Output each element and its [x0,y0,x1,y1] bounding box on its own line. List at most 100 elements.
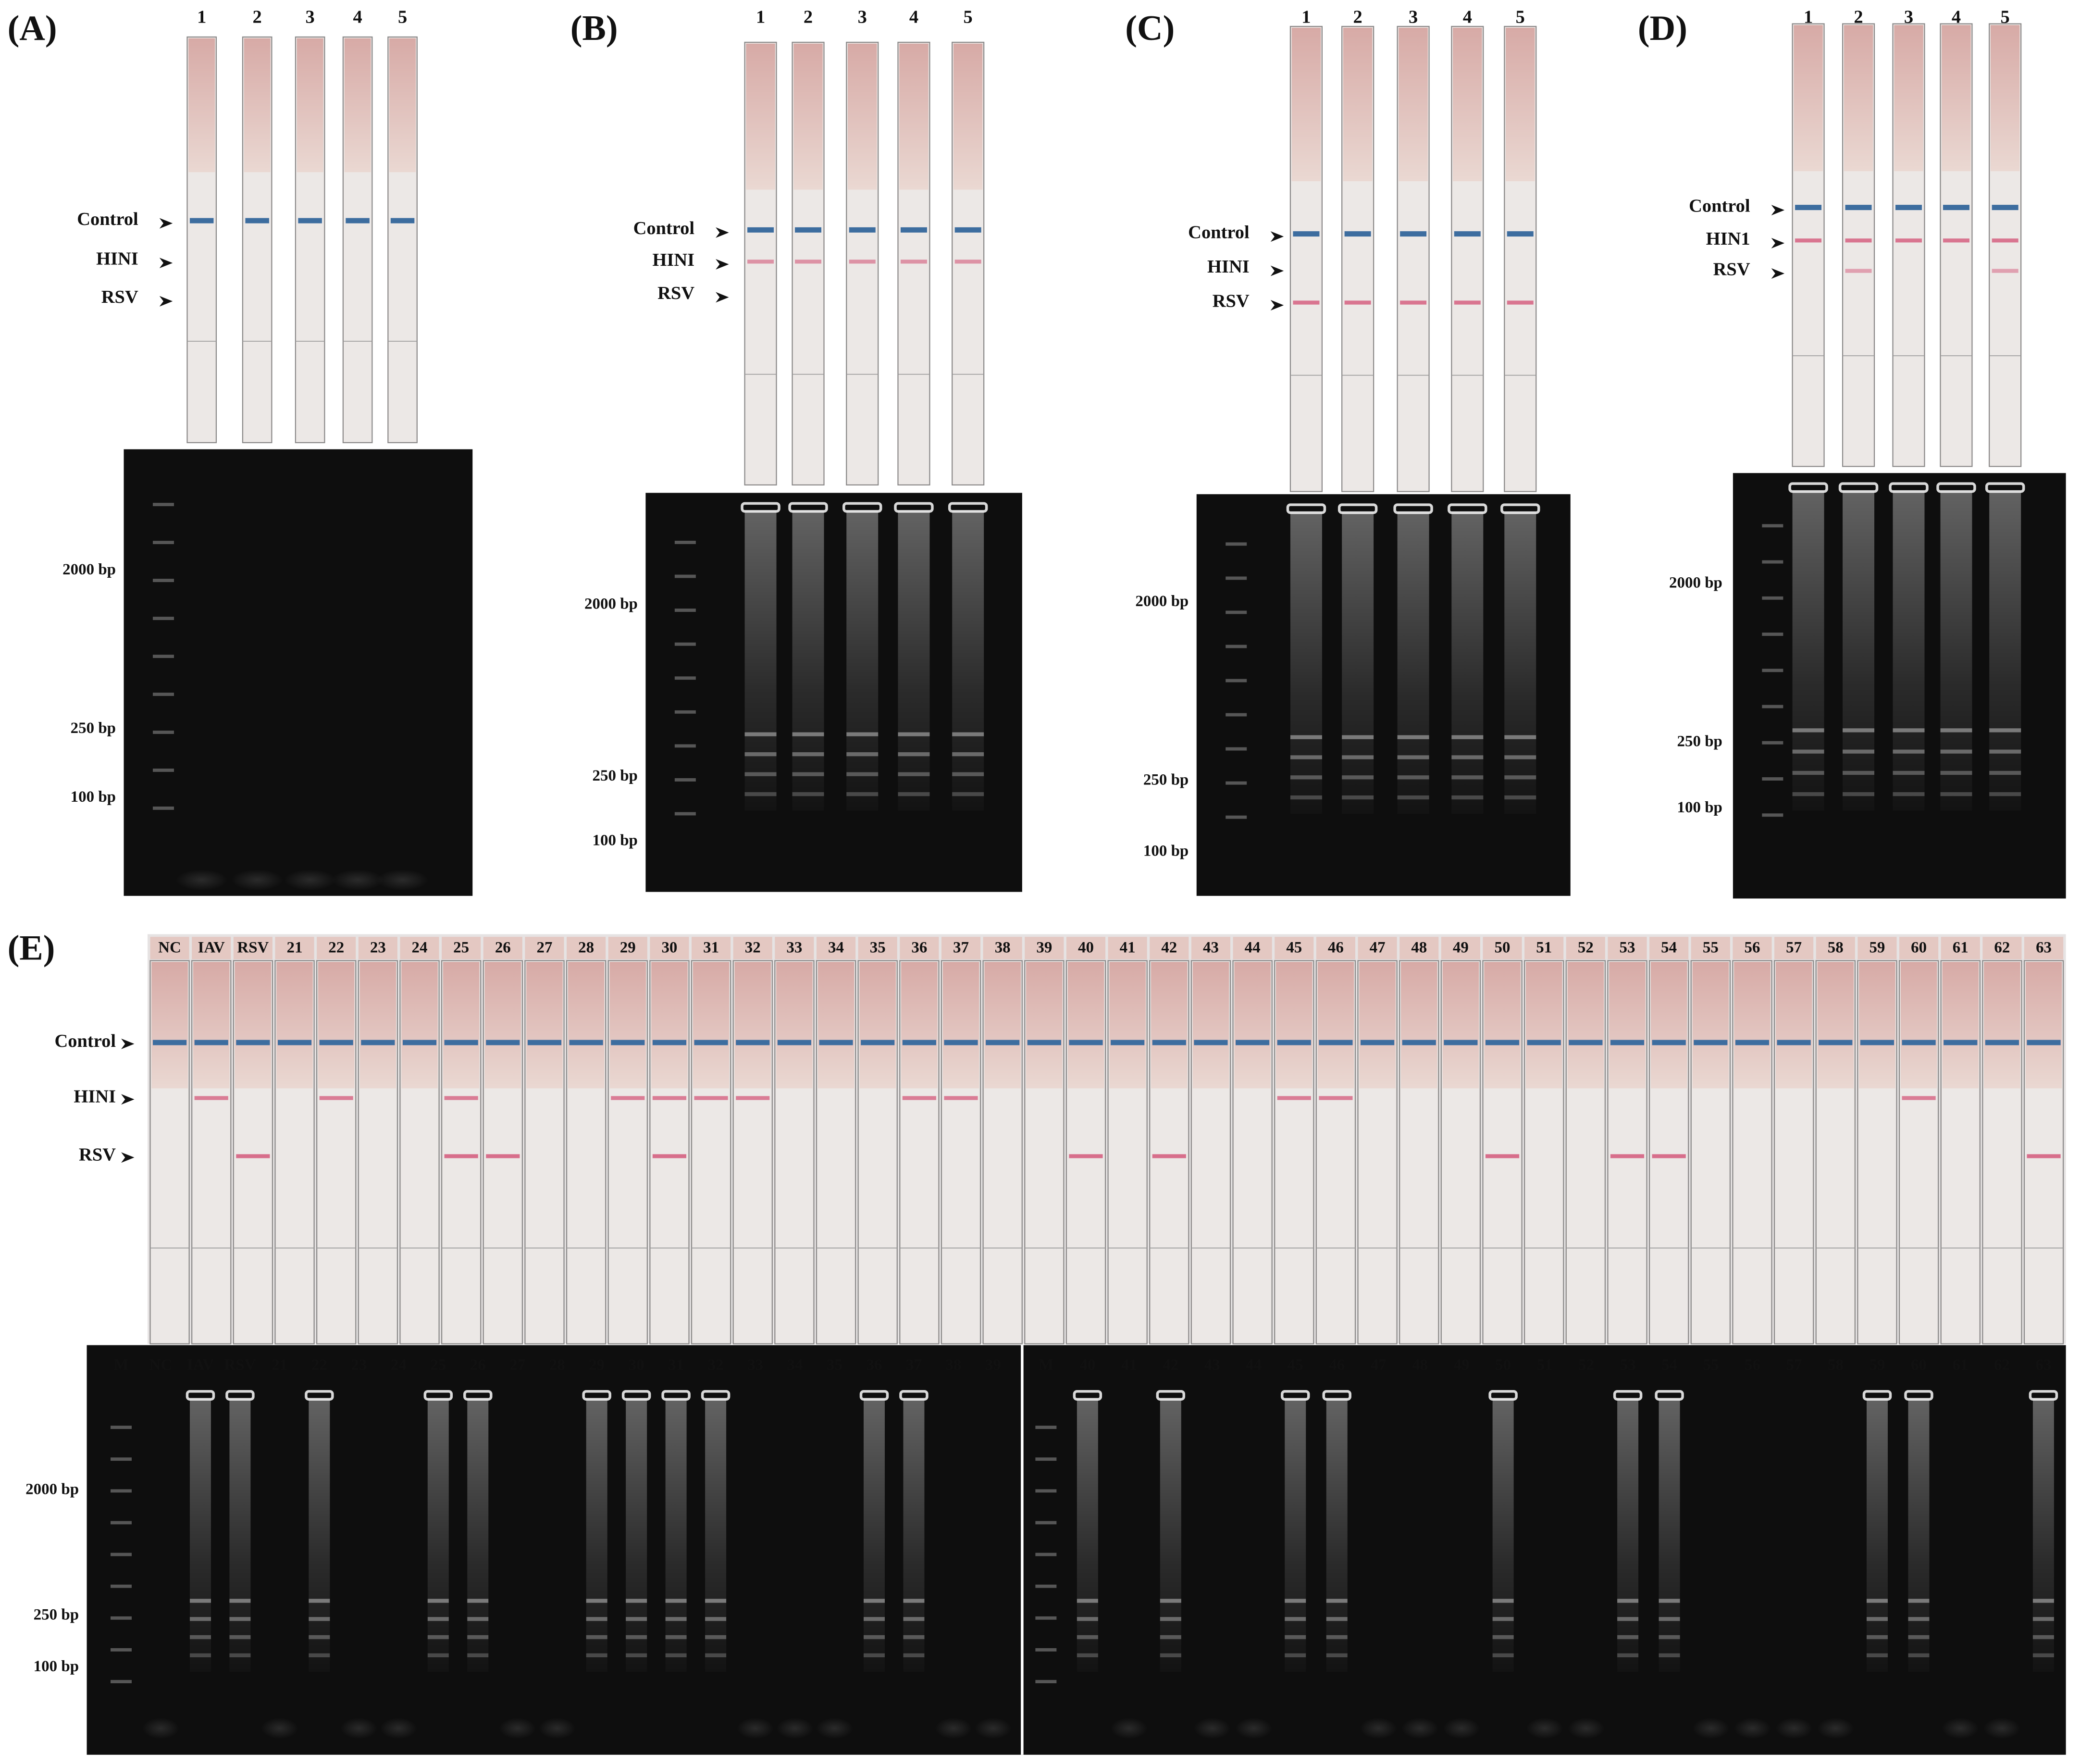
gel-band [744,732,777,736]
lane-header [1233,937,1272,959]
lane-number: 44 [1245,939,1261,956]
gel-lane-label: 39 [985,1356,1001,1374]
strip-band [849,227,876,233]
gel-band [1342,795,1374,800]
strip-band [795,227,822,233]
gel-band [467,1599,489,1603]
gel-band [1326,1635,1348,1640]
lane-number: 24 [412,939,428,956]
gel-band [792,752,824,757]
lane-header [442,937,481,959]
lane-number: 58 [1828,939,1844,956]
strip-band [1152,1040,1186,1045]
gel-size-label: 250 bp [1143,771,1189,788]
sample-pad [1942,25,1971,172]
gel-smear [1492,1399,1514,1672]
strip-band [1992,238,2018,243]
gel-band [586,1599,607,1603]
strip-band [1895,205,1922,211]
lane-number: 34 [828,939,844,956]
lane-header [1108,937,1147,959]
lane-number: 61 [1953,939,1969,956]
sample-pad [1359,962,1396,1089]
strip-band [900,260,927,264]
sample-pad [1192,962,1229,1089]
lane-number: 35 [870,939,886,956]
strip-band [527,1040,562,1045]
gel-size-label: 2000 bp [584,596,638,613]
gel-smear [864,1399,885,1672]
strip-band [1943,238,1969,243]
lane-number: 54 [1661,939,1677,956]
gel-band [1940,749,1972,754]
strip-band [1293,231,1320,237]
lane-header [775,937,814,959]
gel-smear [229,1399,251,1672]
sample-pad [1291,27,1321,182]
arrow-marker [1771,205,1785,216]
panel-label: (D) [1638,9,1687,48]
gel-lane-label: 37 [906,1356,922,1374]
strip-band [361,1040,395,1045]
gel-band [1342,755,1374,759]
sample-pad [344,38,371,173]
sample-pad [1990,25,2020,172]
lane-number: 2 [804,7,813,27]
gel-band [705,1635,727,1640]
gel-band [1989,770,2021,775]
gel-smear [1504,512,1536,814]
ladder-band [674,609,696,612]
gel-lane-label: 34 [787,1356,803,1374]
arrow-marker [716,292,729,303]
gel-band [586,1653,607,1658]
gel-smear [744,511,777,811]
lane-number: 33 [786,939,802,956]
gel-lane-label: 59 [1870,1356,1885,1374]
strip-band [1652,1154,1686,1158]
lane-header [483,937,522,959]
strip-band [1507,300,1534,305]
gel-lane-label: 36 [867,1356,882,1374]
gel-band [1989,749,2021,754]
strip-band [944,1040,978,1045]
ladder-band [674,574,696,578]
lane-number: 4 [909,7,918,27]
gel-band [1451,755,1484,759]
primer-glow [974,1717,1012,1739]
gel-size-label: 2000 bp [25,1481,79,1498]
arrow-marker [159,218,173,229]
gel-band [467,1653,489,1658]
strip-band [390,218,415,224]
arrow-marker [716,227,729,238]
gel-band [864,1653,885,1658]
gel-band [1940,792,1972,796]
lane-header [400,937,439,959]
panel-label: (E) [8,928,55,968]
panel-label: (A) [8,9,57,48]
lane-number: 5 [2001,7,2010,27]
primer-glow [1193,1717,1231,1739]
gel-band [665,1635,687,1640]
lane-number: 59 [1869,939,1885,956]
strip-band [486,1040,520,1045]
strip-band [245,218,269,224]
gel-band [1285,1635,1306,1640]
gel-band [1077,1653,1098,1658]
lane-header [233,937,272,959]
strip-band [194,1040,228,1045]
ladder-band [674,710,696,714]
sample-pad [651,962,688,1089]
ladder-band [153,655,174,658]
strip-band [1069,1154,1103,1158]
strip-band [1992,269,2018,273]
sample-pad [526,962,563,1089]
lane-header [150,937,189,959]
strip-label: RSV [657,283,694,303]
ladder-band [111,1457,132,1461]
ladder-band [111,1584,132,1588]
sample-pad [1275,962,1312,1089]
gel-band [792,772,824,776]
strip-label: Control [54,1031,116,1051]
